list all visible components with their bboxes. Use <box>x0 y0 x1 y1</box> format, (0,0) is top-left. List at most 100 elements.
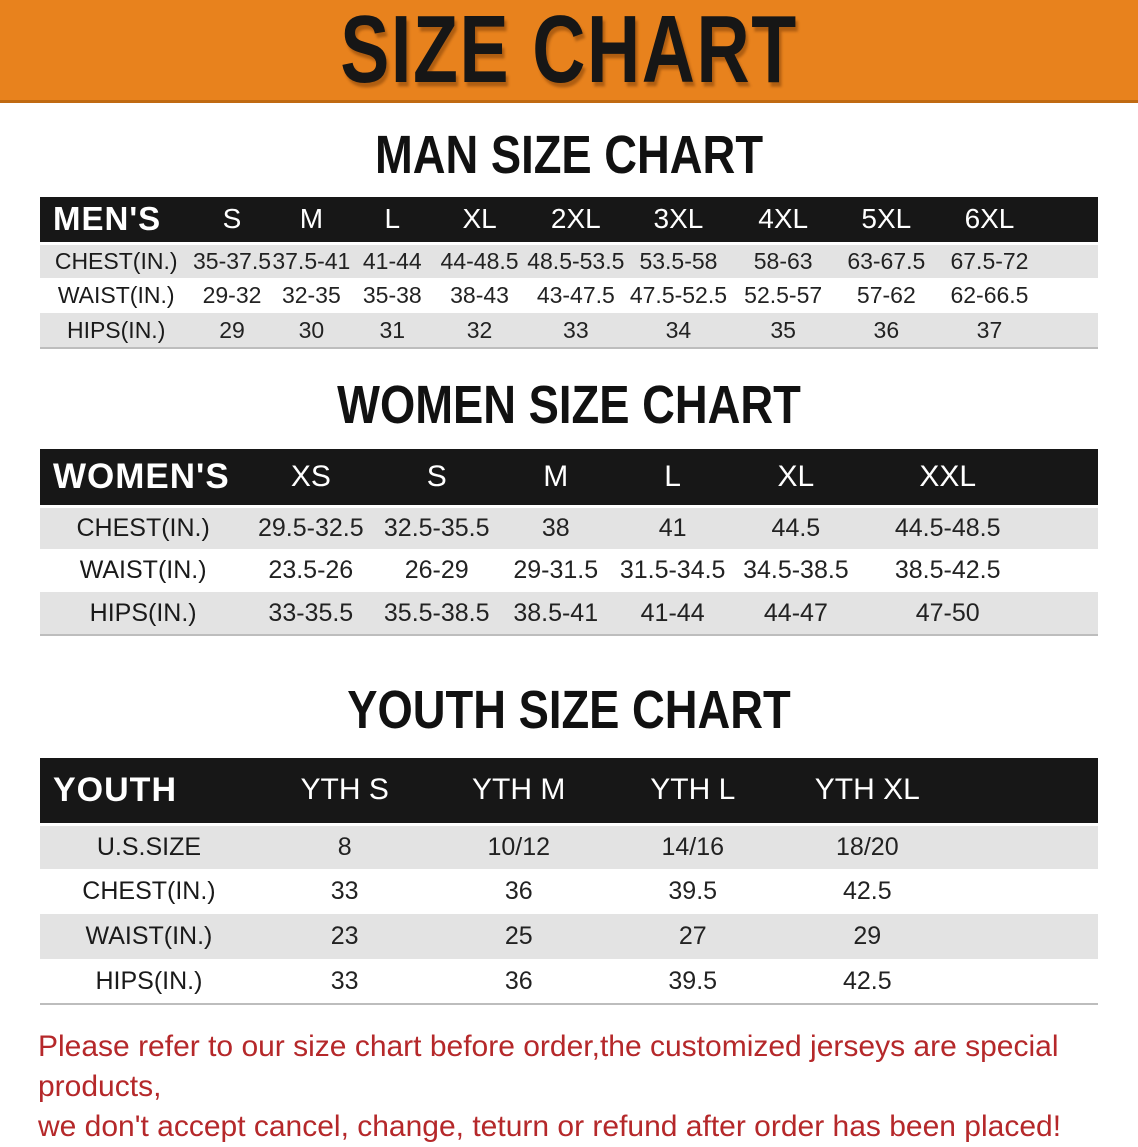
column-header-cell: S <box>192 197 272 245</box>
filler-cell <box>955 869 1098 914</box>
table-cell: 58-63 <box>753 247 813 274</box>
filler-cell <box>1042 243 1098 278</box>
table-cell: 27 <box>678 922 707 950</box>
men-size-table: MEN'S S M L XL 2XL 3XL 4XL 5XL 6XL CHEST(IN.) 35-37… <box>40 197 1098 349</box>
table-row: WAIST(IN.) 23.5-26 26-29 29-31.5 31.5-34.5 34… <box>40 549 1098 592</box>
table-cell: 26-29 <box>404 556 469 584</box>
column-header-cell: 3XL <box>626 197 731 245</box>
women-section-heading-text: WOMEN SIZE CHART <box>337 375 801 435</box>
table-cell: 41-44 <box>640 598 705 627</box>
table-cell: 43-47.5 <box>536 282 615 308</box>
table-cell: 63-67.5 <box>847 247 926 274</box>
table-cell: 33 <box>563 316 589 343</box>
table-cell: 35-37.5 <box>193 247 272 274</box>
table-cell: 35 <box>770 316 796 343</box>
table-cell: 37.5-41 <box>272 247 351 274</box>
table-cell: 38.5-42.5 <box>894 556 1001 584</box>
table-cell: 38 <box>541 513 570 542</box>
filler-cell <box>1036 549 1098 592</box>
table-cell: 23 <box>330 922 359 950</box>
table-row: CHEST(IN.) 33 36 39.5 42.5 <box>40 869 1098 914</box>
table-corner-label: MEN'S <box>40 197 193 245</box>
table-cell: 31.5-34.5 <box>619 556 726 584</box>
filler-cell <box>955 959 1098 1004</box>
table-cell: 44.5-48.5 <box>894 513 1001 542</box>
column-header-cell: XXL <box>859 449 1036 508</box>
disclaimer-line-2: we don't accept cancel, change, teturn o… <box>38 1110 1062 1143</box>
table-cell: 38-43 <box>450 282 509 308</box>
table-header-row: WOMEN'S XS S M L XL XXL <box>40 449 1098 508</box>
women-section-heading: WOMEN SIZE CHART <box>0 375 1138 435</box>
filler-cell <box>1035 449 1098 508</box>
table-cell: 18/20 <box>836 832 899 861</box>
table-cell: 14/16 <box>661 832 725 861</box>
banner-title: SIZE CHART <box>340 0 798 103</box>
filler-cell <box>1036 592 1098 635</box>
row-label-cell: CHEST(IN.) <box>76 513 210 542</box>
column-header-cell: 5XL <box>835 197 938 245</box>
row-label-cell: WAIST(IN.) <box>85 922 213 950</box>
women-size-table: WOMEN'S XS S M L XL XXL CHEST(IN.) 29.5-32.5 32.5… <box>40 449 1098 636</box>
table-cell: 44.5 <box>771 513 821 542</box>
column-header-cell: L <box>351 197 434 245</box>
table-cell: 34.5-38.5 <box>743 556 849 584</box>
disclaimer-line-1: Please refer to our size chart before or… <box>38 1030 1059 1103</box>
men-section-heading: MAN SIZE CHART <box>0 128 1138 182</box>
table-cell: 39.5 <box>668 877 718 905</box>
table-row: HIPS(IN.) 33-35.5 35.5-38.5 38.5-41 41-44 44-… <box>40 592 1098 635</box>
column-header-cell: YTH S <box>257 758 432 826</box>
column-header-cell: YTH XL <box>779 758 956 826</box>
row-label-cell: HIPS(IN.) <box>95 966 203 995</box>
table-cell: 29-31.5 <box>513 556 599 584</box>
table-cell: 35-38 <box>362 282 422 308</box>
table-cell: 47.5-52.5 <box>629 282 728 308</box>
table-cell: 53.5-58 <box>639 247 718 274</box>
table-cell: 29 <box>853 922 882 950</box>
table-cell: 35.5-38.5 <box>383 598 490 627</box>
table-cell: 32.5-35.5 <box>383 513 490 542</box>
column-header-cell: 6XL <box>937 197 1042 245</box>
column-header-cell: XL <box>433 197 526 245</box>
row-label-cell: HIPS(IN.) <box>66 316 166 343</box>
table-cell: 57-62 <box>856 282 916 308</box>
filler-cell <box>1041 197 1098 245</box>
table-header-row: YOUTH YTH S YTH M YTH L YTH XL <box>40 758 1098 826</box>
table-cell: 48.5-53.5 <box>527 247 625 274</box>
table-cell: 37 <box>976 316 1003 343</box>
table-row: HIPS(IN.) 33 36 39.5 42.5 <box>40 959 1098 1004</box>
table-header-row: MEN'S S M L XL 2XL 3XL 4XL 5XL 6XL <box>40 197 1098 245</box>
table-cell: 62-66.5 <box>950 282 1029 308</box>
table-cell: 29-32 <box>202 282 262 308</box>
column-header-cell: M <box>271 197 352 245</box>
table-cell: 23.5-26 <box>268 556 354 584</box>
column-header-cell: L <box>613 449 732 508</box>
filler-cell <box>1042 278 1098 313</box>
table-cell: 30 <box>298 316 325 343</box>
row-label-cell: WAIST(IN.) <box>57 282 175 308</box>
table-cell: 33 <box>330 966 359 995</box>
column-header-cell: XL <box>731 449 860 508</box>
table-cell: 29.5-32.5 <box>258 513 364 542</box>
row-label-cell: CHEST(IN.) <box>54 247 178 274</box>
table-cell: 10/12 <box>487 832 550 861</box>
table-cell: 39.5 <box>668 966 718 995</box>
table-row: CHEST(IN.) 29.5-32.5 32.5-35.5 38 41 44.5 44.5… <box>40 506 1098 549</box>
filler-cell <box>955 914 1098 959</box>
table-cell: 38.5-41 <box>513 598 599 627</box>
order-disclaimer: Please refer to our size chart before or… <box>0 1027 1138 1147</box>
table-cell: 32 <box>466 316 493 343</box>
row-label-cell: HIPS(IN.) <box>89 598 197 627</box>
table-cell: 41 <box>658 513 687 542</box>
table-row: HIPS(IN.) 29 30 31 32 33 34 35 36 37 <box>40 313 1098 348</box>
table-cell: 42.5 <box>842 966 892 995</box>
table-cell: 36 <box>504 877 533 905</box>
table-cell: 34 <box>665 316 692 343</box>
table-cell: 52.5-57 <box>744 282 823 308</box>
column-header-cell: 2XL <box>525 197 627 245</box>
table-cell: 41-44 <box>362 247 422 274</box>
table-cell: 67.5-72 <box>950 247 1029 274</box>
table-cell: 33-35.5 <box>268 598 354 627</box>
table-cell: 33 <box>330 877 359 905</box>
column-header-cell: YTH M <box>431 758 606 826</box>
column-header-cell: 4XL <box>730 197 836 245</box>
